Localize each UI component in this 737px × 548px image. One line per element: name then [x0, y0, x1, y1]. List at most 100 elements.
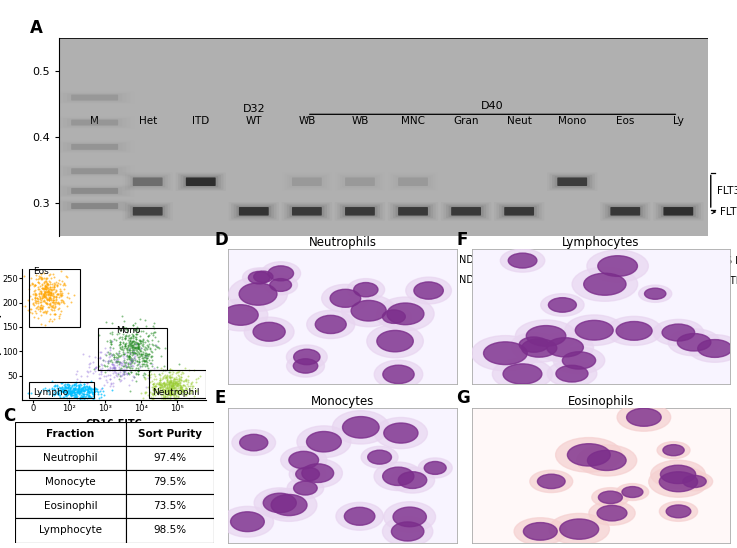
Point	[54, 383, 66, 391]
Point	[178, 380, 189, 389]
Point	[24, 281, 36, 290]
Circle shape	[293, 459, 343, 488]
Point	[111, 352, 122, 361]
Point	[154, 376, 166, 385]
Point	[83, 387, 94, 396]
Bar	[126, 446, 214, 470]
Circle shape	[221, 506, 273, 537]
Point	[105, 370, 116, 379]
Point	[89, 384, 101, 393]
Point	[84, 384, 96, 393]
Point	[170, 385, 182, 394]
Point	[161, 381, 172, 390]
Point	[161, 393, 173, 402]
Text: 0.4: 0.4	[246, 255, 262, 265]
Point	[47, 390, 59, 398]
Point	[158, 379, 170, 388]
Point	[132, 359, 144, 368]
Point	[44, 270, 56, 278]
Bar	[15, 518, 126, 543]
Point	[161, 376, 173, 385]
Point	[88, 369, 99, 378]
Point	[136, 371, 148, 380]
Point	[105, 380, 117, 389]
Point	[71, 374, 83, 383]
Point	[148, 364, 160, 373]
Point	[51, 293, 63, 302]
Point	[37, 281, 49, 289]
Point	[49, 288, 60, 296]
Point	[174, 384, 186, 393]
Point	[165, 386, 177, 395]
Point	[123, 358, 135, 367]
Point	[147, 322, 158, 330]
Point	[95, 370, 107, 379]
Circle shape	[228, 277, 287, 311]
Point	[123, 345, 135, 354]
Point	[106, 360, 118, 369]
Point	[175, 383, 187, 391]
Point	[38, 284, 49, 293]
Point	[52, 384, 63, 392]
Point	[89, 364, 101, 373]
Point	[46, 384, 57, 392]
Circle shape	[240, 435, 268, 451]
Point	[41, 306, 53, 315]
Circle shape	[514, 518, 567, 545]
Point	[38, 292, 50, 301]
Point	[87, 390, 99, 398]
Point	[27, 289, 39, 298]
Point	[164, 388, 175, 397]
Point	[157, 388, 169, 397]
Text: ND: ND	[352, 275, 368, 285]
Point	[69, 384, 80, 393]
Point	[77, 392, 89, 401]
Point	[85, 385, 97, 394]
Point	[161, 391, 172, 400]
Point	[169, 375, 181, 384]
Point	[46, 377, 58, 386]
Point	[86, 388, 98, 397]
Point	[113, 329, 125, 338]
Point	[41, 295, 53, 304]
Point	[142, 383, 153, 391]
Point	[63, 383, 74, 391]
Point	[56, 387, 68, 396]
Point	[111, 335, 122, 344]
Point	[60, 383, 71, 392]
Point	[130, 326, 142, 335]
Point	[74, 393, 85, 402]
Point	[141, 362, 153, 371]
Point	[53, 293, 65, 301]
Point	[120, 344, 132, 352]
Point	[35, 273, 47, 282]
Point	[130, 337, 142, 346]
Text: WB: WB	[298, 116, 315, 126]
Point	[35, 304, 47, 312]
Point	[41, 294, 52, 302]
Point	[131, 346, 143, 355]
Point	[70, 369, 82, 378]
Point	[43, 283, 55, 292]
Point	[64, 389, 76, 398]
Point	[42, 289, 54, 298]
Point	[139, 338, 151, 346]
Point	[41, 284, 52, 293]
Point	[171, 381, 183, 390]
Point	[124, 360, 136, 369]
Point	[116, 343, 128, 352]
Point	[44, 287, 56, 296]
Point	[133, 342, 144, 351]
Point	[60, 386, 71, 395]
Point	[169, 375, 181, 384]
Point	[111, 356, 122, 364]
Point	[144, 355, 156, 364]
Point	[73, 390, 85, 398]
Point	[114, 338, 126, 346]
Circle shape	[270, 278, 292, 292]
FancyBboxPatch shape	[186, 178, 216, 186]
Bar	[126, 494, 214, 518]
Point	[134, 332, 146, 340]
Point	[164, 376, 176, 385]
Point	[90, 363, 102, 372]
